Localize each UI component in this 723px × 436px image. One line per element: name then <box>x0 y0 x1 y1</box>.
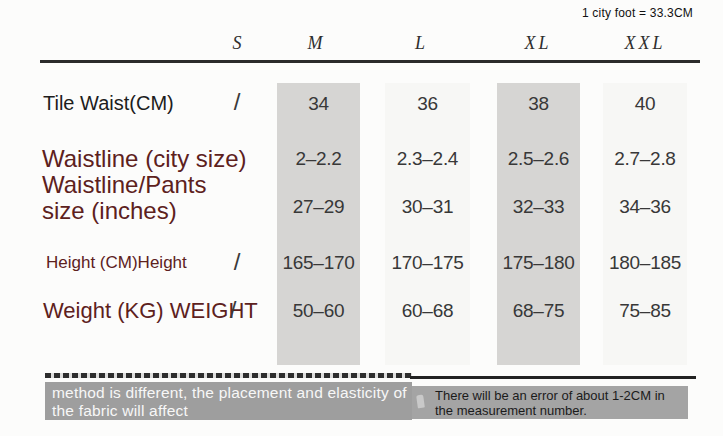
measurement-error-banner: There will be an error of about 1-2CM in… <box>412 386 688 419</box>
cell-height-xl: 175–180 <box>497 252 580 274</box>
measurement-error-line2: the measurement number. <box>435 404 688 419</box>
row-label-waistline-line2: Waistline/Pants <box>42 172 246 198</box>
cell-tile-waist-xxl: 40 <box>603 93 687 115</box>
header-divider <box>40 60 700 63</box>
row-label-waistline: Waistline (city size) Waistline/Pants si… <box>42 146 246 224</box>
cell-inches-l: 30–31 <box>385 196 470 218</box>
size-chart-screenshot: 1 city foot = 33.3CM S M L XL XXL Tile W… <box>0 0 723 436</box>
column-header-s: S <box>217 33 257 55</box>
cell-inches-xxl: 34–36 <box>603 196 687 218</box>
column-header-xl: XL <box>511 33 565 55</box>
cell-citysize-l: 2.3–2.4 <box>385 148 470 170</box>
cell-citysize-xxl: 2.7–2.8 <box>603 148 687 170</box>
cell-tile-waist-xl: 38 <box>497 93 580 115</box>
column-header-xxl: XXL <box>612 33 678 55</box>
fabric-note-line2: the fabric will affect <box>52 402 412 420</box>
cell-inches-xl: 32–33 <box>497 196 580 218</box>
column-band-m <box>277 83 360 365</box>
fabric-note-line1: method is different, the placement and e… <box>52 384 412 402</box>
column-header-m: M <box>295 33 335 55</box>
row-label-tile-waist: Tile Waist(CM) <box>43 92 174 115</box>
column-band-xxl <box>603 83 687 365</box>
cell-weight-xxl: 75–85 <box>603 300 687 322</box>
cell-tile-waist-l: 36 <box>385 93 470 115</box>
cell-weight-m: 50–60 <box>277 300 360 322</box>
cell-weight-l: 60–68 <box>385 300 470 322</box>
measurement-error-line1: There will be an error of about 1-2CM in <box>435 389 688 404</box>
column-band-xl <box>497 83 580 365</box>
row-label-waistline-line3: size (inches) <box>42 198 246 224</box>
cell-tile-waist-s: / <box>222 88 252 116</box>
column-band-l <box>385 83 470 365</box>
cell-tile-waist-m: 34 <box>277 93 360 115</box>
cell-height-l: 170–175 <box>385 252 470 274</box>
cell-height-m: 165–170 <box>277 252 360 274</box>
cell-citysize-xl: 2.5–2.6 <box>497 148 580 170</box>
bottom-divider-line <box>410 376 696 379</box>
column-header-l: L <box>400 33 440 55</box>
unit-conversion-note: 1 city foot = 33.3CM <box>582 6 693 20</box>
cell-weight-xl: 68–75 <box>497 300 580 322</box>
row-label-waistline-line1: Waistline (city size) <box>42 146 246 172</box>
fabric-note-banner: method is different, the placement and e… <box>45 382 412 420</box>
cell-height-xxl: 180–185 <box>603 252 687 274</box>
clipped-text-artifact <box>45 373 412 378</box>
cell-inches-m: 27–29 <box>277 196 360 218</box>
cell-citysize-m: 2–2.2 <box>277 148 360 170</box>
cell-height-s: / <box>222 248 252 276</box>
row-label-height: Height (CM)Height <box>46 253 187 273</box>
cell-weight-s: / <box>218 296 248 324</box>
